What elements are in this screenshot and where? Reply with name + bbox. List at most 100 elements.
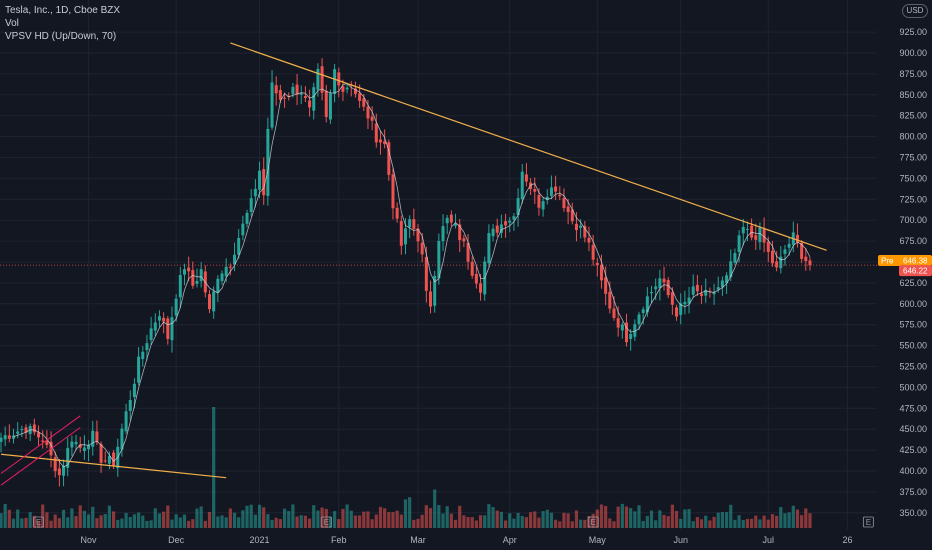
volume-bar [328,516,333,528]
volume-bar [708,520,712,528]
candle-body [362,98,366,107]
candle-body [387,142,391,175]
candle-body [587,237,591,243]
candle-body [308,100,312,108]
channel-line[interactable] [0,415,81,474]
volume-bar [554,519,558,528]
volume-bar [616,506,620,528]
candle-body [545,196,549,201]
candle-body [637,314,641,325]
volume-bar [82,510,86,528]
candle-body [458,224,462,241]
pre-price-tag[interactable] [878,255,932,267]
volume-bar [783,513,787,528]
candle-body [520,171,524,200]
volume-bar [337,519,341,528]
candle-body [295,84,299,95]
trendline[interactable] [230,42,827,251]
candle-body [716,287,720,290]
candle-body [599,265,603,281]
volume-bar [111,511,116,528]
earnings-marker[interactable] [33,516,44,528]
volume-bar [178,517,182,528]
earnings-marker[interactable] [862,516,874,528]
candle-body [128,399,132,411]
candle-body [683,301,687,305]
volume-bar [674,510,679,528]
last-price-value: 646.22 [903,267,928,276]
candle-body [333,69,337,94]
volume-bar [312,505,316,528]
candle-body [283,97,287,99]
volume-bar [20,518,24,528]
volume-bar [49,520,53,528]
candle-body [570,209,574,222]
earnings-marker-label: E [324,518,329,527]
volume-bar [282,508,287,528]
average-line [13,83,811,468]
candle-body [395,207,399,219]
earnings-marker[interactable] [587,516,599,528]
price-tick-label: 700.00 [899,215,927,225]
channel-line[interactable] [0,427,81,486]
candle-body [32,424,36,433]
earnings-marker[interactable] [320,516,332,528]
volume-bar [608,518,612,528]
time-axis[interactable] [0,530,932,550]
legend-symbol[interactable]: Tesla, Inc., 1D, Cboe BZX [5,5,121,16]
volume-bar [470,517,474,528]
volume-bar [132,514,137,528]
volume-bar [70,508,74,528]
volume-bar [437,505,441,528]
candle-body [187,267,191,272]
candle-body [558,194,562,197]
candle-body [228,266,232,268]
time-tick-label: 26 [843,535,853,545]
price-tick-label: 875.00 [899,69,927,79]
candle-body [270,82,274,128]
volume-bar [662,514,666,528]
volume-bar [74,516,78,528]
candle-body [779,256,783,269]
volume-bar [99,515,103,528]
volume-bar [107,505,112,528]
volume-bar [499,511,503,528]
candle-body [0,437,3,442]
candle-body [162,317,166,322]
candle-body [629,333,633,340]
candle-body [474,273,478,284]
volume-bar [641,521,645,528]
volume-bar [266,514,270,528]
last-price-tag[interactable] [899,265,932,277]
candle-body [45,440,49,445]
price-tick-label: 375.00 [899,487,927,497]
volume-bar [579,519,583,528]
candle-body [729,261,733,278]
candle-body [704,289,708,296]
candle-body [787,243,791,248]
candle-body [487,233,491,264]
volume-bar [253,514,257,528]
volume-bar [86,514,91,528]
volume-bar [503,520,508,528]
legend-volume[interactable]: Vol [5,18,19,29]
volume-bar [0,513,3,528]
candle-body [141,351,145,360]
volume-bar [745,518,750,528]
volume-bar [399,514,403,528]
volume-bar [66,517,70,528]
candle-body [370,116,374,121]
volume-bar [733,519,737,528]
candle-body [445,217,449,224]
candle-body [153,322,157,331]
candle-body [253,188,257,197]
volume-bar [149,520,153,528]
volume-bar [629,508,633,528]
volume-bar [124,512,128,528]
currency-badge[interactable]: USD [902,4,928,18]
earnings-marker-label: E [36,518,41,527]
volume-bar [374,514,378,528]
volume-bar [387,512,391,528]
legend-vpsv[interactable]: VPSV HD (Up/Down, 70) [5,31,117,42]
